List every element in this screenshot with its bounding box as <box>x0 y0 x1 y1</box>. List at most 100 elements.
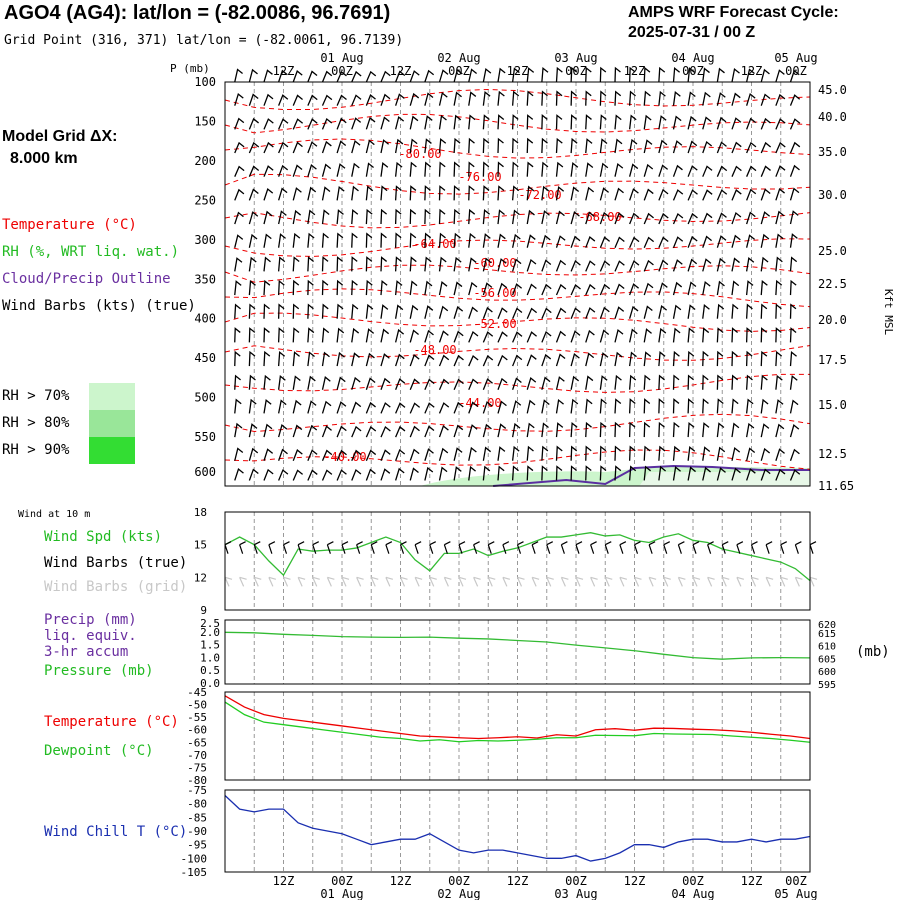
wind-barb <box>248 211 259 225</box>
wind-barb <box>643 212 654 225</box>
wind-barb <box>292 375 301 390</box>
wind-barb <box>789 233 798 248</box>
wind-barb <box>263 423 273 438</box>
wind-barb <box>789 375 798 390</box>
wind-barb <box>307 163 317 177</box>
wind-barb <box>278 187 288 201</box>
wind-barb <box>614 260 625 272</box>
wind-barb <box>614 66 621 83</box>
wind-barb <box>482 137 490 154</box>
wind-barb <box>760 165 771 177</box>
wind-barb <box>351 208 359 225</box>
wind-barb <box>702 189 713 201</box>
wind-barb <box>643 398 651 414</box>
isotherm-label: -72.00 <box>518 188 561 202</box>
wind-barb <box>789 303 797 319</box>
wind-barb <box>292 187 302 201</box>
wind-barb <box>555 465 563 481</box>
wind-barb <box>731 280 740 296</box>
legend-wind-barbs: Wind Barbs (kts) (true) <box>2 298 196 314</box>
wind-barb <box>731 327 738 343</box>
wind-barb <box>277 375 286 390</box>
isotherm-label: -52.00 <box>473 317 516 331</box>
wind-barb <box>263 118 274 130</box>
wind-barb <box>409 70 420 83</box>
wind-barb <box>628 445 636 461</box>
temperature-tick-label: -70 <box>187 749 207 762</box>
wind-barb-grid <box>721 576 730 587</box>
wind-barb <box>541 259 552 272</box>
wind-barb <box>599 306 610 319</box>
wind-barb-true <box>473 541 480 554</box>
wind-barb <box>599 375 608 390</box>
wind-barb <box>570 352 580 367</box>
wind-barb <box>511 400 522 414</box>
wind-barb <box>263 69 273 83</box>
wind-barb <box>351 232 358 248</box>
wind-barb <box>570 307 581 319</box>
wind-barb <box>380 208 388 225</box>
wind-barb <box>570 66 578 83</box>
wind-barb <box>409 92 420 106</box>
time-tick-label-bottom: 00Z <box>448 874 470 888</box>
wind-barb <box>760 327 768 343</box>
wind-barb <box>526 376 537 390</box>
wind-barb <box>658 282 668 296</box>
wind-barb <box>395 378 406 390</box>
wind-barb <box>468 465 476 481</box>
legend-cloud-outline: Cloud/Precip Outline <box>2 271 171 287</box>
kft-tick-label: 40.0 <box>818 110 847 124</box>
wind-barb <box>687 165 698 177</box>
pressure-tick-label: 100 <box>194 75 216 89</box>
wind-barb <box>628 66 636 83</box>
kft-tick-label: 30.0 <box>818 188 847 202</box>
wind-barb <box>424 185 431 201</box>
wind-barb <box>628 114 637 130</box>
wind-barb <box>409 304 419 319</box>
wind-barb <box>395 448 406 461</box>
wind-barb <box>365 94 376 106</box>
wind-barb-grid <box>385 576 394 587</box>
wind-barb <box>599 329 610 343</box>
wind-barb <box>658 164 669 177</box>
wind-barb <box>672 115 682 130</box>
wind-barb <box>746 93 756 106</box>
wind-barb <box>424 92 434 106</box>
wind-barb <box>497 185 505 201</box>
wind-barb <box>731 422 740 438</box>
wind-barb-grid <box>633 576 642 587</box>
wind-speed-tick-label: 9 <box>200 604 207 617</box>
wind-barb <box>687 398 695 414</box>
wind10-label: Wind at 10 m <box>18 509 91 520</box>
wind-barb <box>394 138 404 154</box>
wind-barb <box>511 137 519 154</box>
wind-barb <box>234 350 241 367</box>
wind-barb <box>351 256 358 272</box>
wind-barb-true <box>604 541 612 554</box>
wind-barb <box>541 353 552 367</box>
date-label-top: 01 Aug <box>320 51 363 65</box>
wind-barb <box>278 141 289 154</box>
wind-barb-true <box>560 541 568 554</box>
wind-barb <box>321 351 330 367</box>
wind-barb <box>307 256 314 272</box>
legend-wind-chill: Wind Chill T (°C) <box>44 824 188 840</box>
rh-shading <box>639 470 810 486</box>
wind-barb <box>365 468 376 481</box>
wind-barb <box>716 67 725 83</box>
wind-barb <box>248 327 256 343</box>
wind-barb-grid <box>707 576 715 587</box>
wind-barb <box>409 329 419 343</box>
wind-barb <box>760 447 771 461</box>
wind-barb <box>629 283 640 296</box>
wind-barb <box>526 422 535 438</box>
temperature-tick-label: -60 <box>187 724 207 737</box>
wind-barb-true <box>341 541 349 554</box>
time-tick-label-bottom: 12Z <box>390 874 412 888</box>
wind-barb <box>599 211 610 225</box>
wind-barb <box>409 161 417 177</box>
wind-barb <box>394 115 405 130</box>
wind-barb <box>555 90 563 106</box>
wind-barb <box>628 138 638 154</box>
